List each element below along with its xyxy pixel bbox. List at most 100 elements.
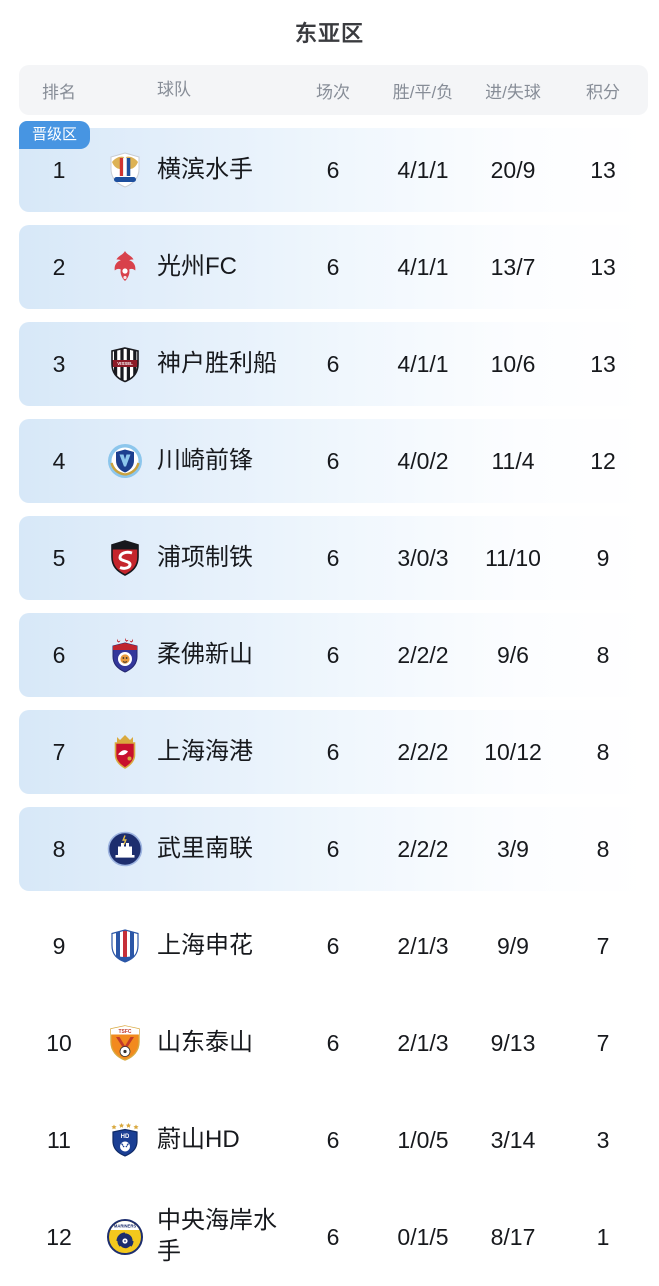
wdl-cell: 2/2/2 — [397, 641, 449, 668]
rank-cell: 10 — [46, 1029, 72, 1056]
ulsan-hd-logo: HD — [105, 1120, 145, 1160]
goals-cell: 9/13 — [490, 1029, 536, 1056]
goals-cell: 10/12 — [484, 738, 542, 765]
qualification-zone-badge: 晋级区 — [19, 121, 91, 149]
team-name: 中央海岸水手 — [157, 1207, 277, 1265]
shandong-taishan-logo: TSFC — [105, 1023, 145, 1063]
played-cell: 6 — [326, 1223, 340, 1250]
wdl-cell: 1/0/5 — [397, 1126, 449, 1153]
table-row[interactable]: 3 VISSEL 神户胜利船 6 — [19, 322, 648, 406]
points-cell: 13 — [590, 156, 616, 183]
rank-cell: 6 — [52, 641, 66, 668]
header-wdl: 胜/平/负 — [392, 82, 454, 102]
svg-text:TSFC: TSFC — [118, 1029, 131, 1035]
header-points: 积分 — [586, 82, 620, 102]
team-name: 横滨水手 — [157, 155, 253, 183]
goals-cell: 10/6 — [490, 350, 536, 377]
team-name: 上海海港 — [157, 737, 253, 765]
wdl-cell: 2/2/2 — [397, 835, 449, 862]
wdl-cell: 4/0/2 — [397, 447, 449, 474]
goals-cell: 9/6 — [497, 641, 529, 668]
table-row[interactable]: 11 HD 蔚山HD 6 — [19, 1098, 648, 1182]
played-cell: 6 — [326, 1029, 340, 1056]
table-row[interactable]: 8 武里南联 6 2/2/2 3/9 8 — [19, 807, 648, 891]
points-cell: 8 — [596, 738, 610, 765]
wdl-cell: 4/1/1 — [397, 253, 449, 280]
rank-cell: 8 — [52, 835, 66, 862]
points-cell: 7 — [596, 1029, 610, 1056]
svg-text:VISSEL: VISSEL — [117, 361, 133, 366]
played-cell: 6 — [326, 253, 340, 280]
points-cell: 12 — [590, 447, 616, 474]
header-rank: 排名 — [42, 82, 76, 102]
goals-cell: 11/4 — [491, 447, 535, 474]
rank-cell: 12 — [46, 1223, 72, 1250]
header-played: 场次 — [316, 82, 350, 102]
wdl-cell: 2/1/3 — [397, 1029, 449, 1056]
table-row[interactable]: 6 柔佛新山 6 2/2/2 9/6 8 — [19, 613, 648, 697]
points-cell: 1 — [596, 1223, 610, 1250]
team-name: 神户胜利船 — [157, 349, 277, 377]
team-name: 光州FC — [157, 252, 237, 280]
gwangju-fc-logo — [105, 247, 145, 287]
rank-cell: 2 — [52, 253, 66, 280]
points-cell: 8 — [596, 835, 610, 862]
johor-darul-tazim-logo — [105, 635, 145, 675]
table-row[interactable]: 晋级区 1 横滨水手 6 4/1/1 20/9 13 — [19, 121, 648, 212]
shanghai-shenhua-logo — [105, 926, 145, 966]
team-name: 蔚山HD — [157, 1125, 240, 1153]
points-cell: 13 — [590, 253, 616, 280]
goals-cell: 20/9 — [490, 156, 536, 183]
pohang-steelers-logo — [105, 538, 145, 578]
table-header-row: 排名 球队 场次 胜/平/负 进/失球 积分 — [19, 65, 648, 115]
goals-cell: 9/9 — [497, 932, 529, 959]
rank-cell: 11 — [47, 1126, 71, 1153]
team-name: 浦项制铁 — [157, 543, 253, 571]
rank-cell: 5 — [52, 544, 66, 571]
goals-cell: 3/9 — [497, 835, 529, 862]
played-cell: 6 — [326, 350, 340, 377]
rank-cell: 4 — [52, 447, 66, 474]
played-cell: 6 — [326, 544, 340, 571]
rank-cell: 1 — [52, 156, 66, 183]
shanghai-port-logo — [105, 732, 145, 772]
table-row[interactable]: 9 上海申花 6 2/1/3 9/9 7 — [19, 904, 648, 988]
central-coast-mariners-logo: MARINERS — [105, 1217, 145, 1257]
yokohama-f-marinos-logo — [105, 150, 145, 190]
team-name: 上海申花 — [157, 931, 253, 959]
rank-cell: 7 — [52, 738, 66, 765]
table-row[interactable]: 7 上海海港 6 2/2/2 10/12 8 — [19, 710, 648, 794]
team-name: 柔佛新山 — [157, 640, 253, 668]
wdl-cell: 2/2/2 — [397, 738, 449, 765]
points-cell: 9 — [596, 544, 610, 571]
kawasaki-frontale-logo — [105, 441, 145, 481]
played-cell: 6 — [326, 835, 340, 862]
wdl-cell: 0/1/5 — [397, 1223, 449, 1250]
table-row[interactable]: 10 TSFC 山东泰山 6 2/1/3 9/13 7 — [19, 1001, 648, 1085]
buriram-united-logo — [105, 829, 145, 869]
team-name: 武里南联 — [157, 834, 253, 862]
svg-text:MARINERS: MARINERS — [114, 1224, 137, 1229]
header-team: 球队 — [157, 80, 191, 100]
page-title: 东亚区 — [294, 21, 364, 46]
goals-cell: 8/17 — [490, 1223, 536, 1250]
vissel-kobe-logo: VISSEL — [105, 344, 145, 384]
table-row[interactable]: 5 浦项制铁 6 3/0/3 11/10 9 — [19, 516, 648, 600]
rank-cell: 9 — [52, 932, 66, 959]
played-cell: 6 — [326, 156, 340, 183]
table-row[interactable]: 2 光州FC 6 4/1/1 13/7 13 — [19, 225, 648, 309]
team-name: 川崎前锋 — [157, 446, 253, 474]
table-row[interactable]: 4 川崎前锋 6 4/0/2 11/4 12 — [19, 419, 648, 503]
table-row[interactable]: 12 MARINERS 中央海岸水手 6 0/1/5 8/17 — [19, 1195, 648, 1279]
played-cell: 6 — [326, 1126, 340, 1153]
points-cell: 3 — [596, 1126, 610, 1153]
wdl-cell: 4/1/1 — [397, 156, 449, 183]
rank-cell: 3 — [52, 350, 66, 377]
standings-table: 排名 球队 场次 胜/平/负 进/失球 积分 晋级区 1 — [19, 65, 648, 1279]
played-cell: 6 — [326, 738, 340, 765]
played-cell: 6 — [326, 932, 340, 959]
points-cell: 13 — [590, 350, 616, 377]
played-cell: 6 — [326, 447, 340, 474]
wdl-cell: 3/0/3 — [397, 544, 449, 571]
